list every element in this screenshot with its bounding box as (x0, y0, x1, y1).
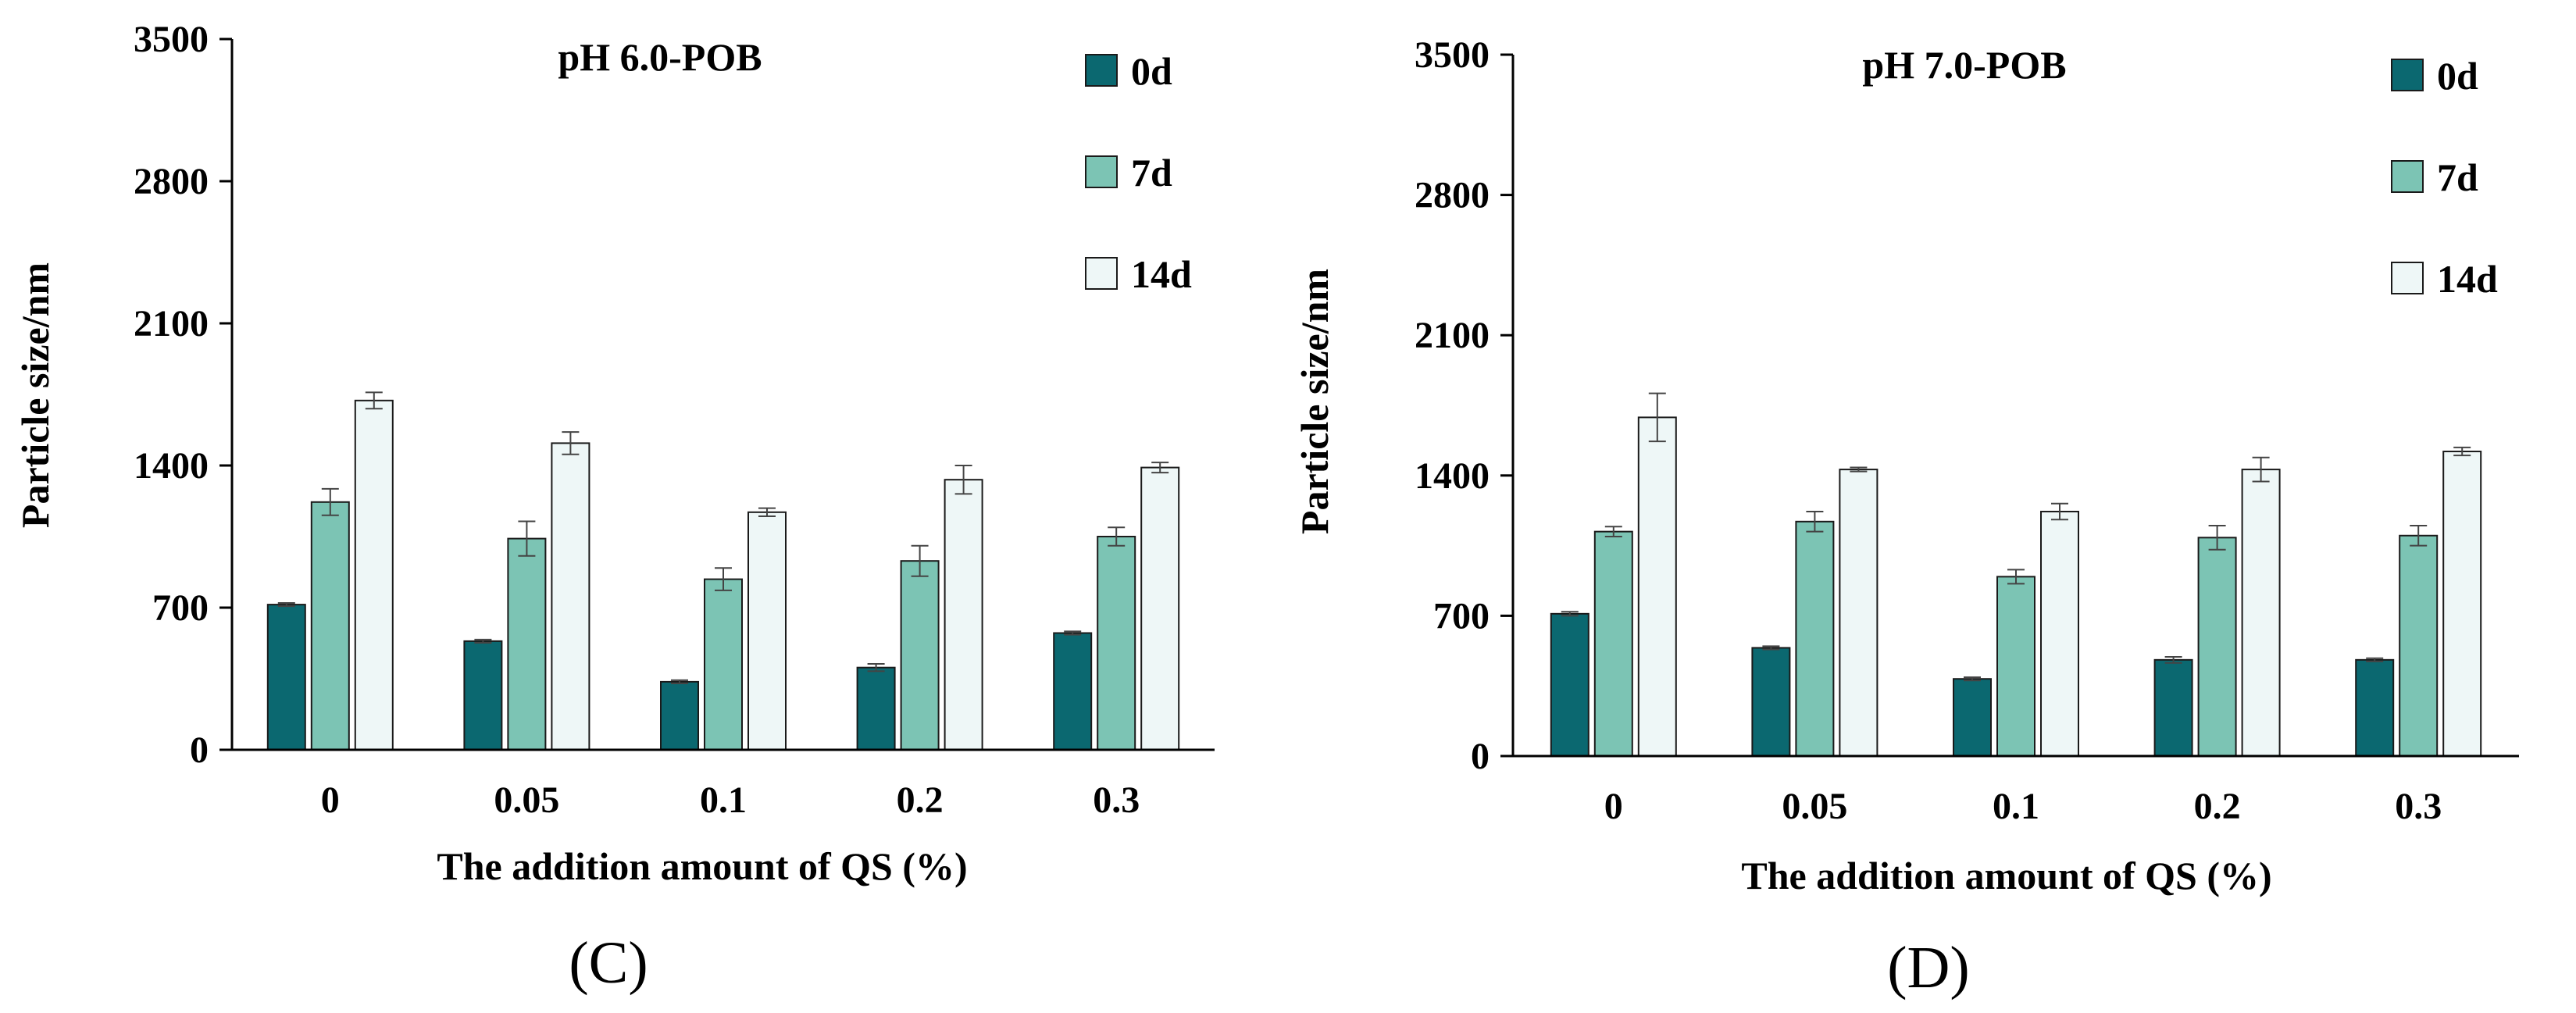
y-tick-label: 3500 (1415, 34, 1490, 76)
legend: 0d 7d 14d (1085, 49, 1192, 296)
y-tick-label: 2800 (1415, 175, 1490, 216)
bar-7d-0.1 (1996, 576, 2035, 758)
bar-0d-0.3 (1053, 632, 1093, 751)
bar-14d-0.05 (551, 442, 590, 751)
bar-14d-0.1 (747, 511, 787, 751)
legend-label-0d: 0d (2437, 54, 2478, 98)
bar-7d-0.3 (1097, 536, 1136, 751)
y-tick-label: 700 (1433, 595, 1490, 637)
bar-0d-0.2 (2153, 658, 2193, 757)
bar-14d-0.2 (944, 479, 983, 751)
x-axis-title: The addition amount of QS (%) (437, 844, 967, 888)
axes (1500, 53, 2519, 758)
bar-0d-0.3 (2355, 658, 2395, 757)
x-tick-label: 0 (321, 779, 340, 821)
bar-14d-0 (354, 399, 394, 751)
bar-7d-0.1 (704, 578, 743, 751)
y-axis-title: Particle size/nm (1293, 269, 1336, 534)
y-tick-label: 1400 (1415, 455, 1490, 497)
legend-swatch-14d (2391, 262, 2424, 294)
legend-label-0d: 0d (1131, 49, 1172, 93)
bar-7d-0 (310, 501, 350, 751)
x-tick-label: 0.05 (494, 779, 559, 821)
y-tick-label: 0 (1471, 736, 1490, 777)
bars (266, 391, 1180, 751)
bar-0d-0 (266, 604, 306, 751)
y-tick-label: 2100 (134, 303, 209, 344)
legend-label-14d: 14d (1131, 252, 1192, 296)
x-tick-label: 0.3 (1093, 779, 1140, 821)
bar-7d-0.05 (1795, 520, 1835, 757)
x-tick-label: 0.1 (700, 779, 747, 821)
x-tick-label: 0.2 (2194, 786, 2241, 827)
bar-0d-0.2 (856, 666, 896, 751)
chart-title: pH 6.0-POB (558, 35, 762, 79)
axes (219, 37, 1215, 751)
legend: 0d 7d 14d (2391, 54, 2498, 301)
y-tick-labels: 0 700 1400 2100 2800 3500 (1415, 34, 1490, 777)
y-tick-labels: 0 700 1400 2100 2800 3500 (134, 19, 209, 771)
x-tick-label: 0.05 (1782, 786, 1847, 827)
bar-14d-0.3 (1140, 466, 1180, 751)
panel-label: (C) (569, 930, 648, 996)
bar-7d-0.2 (2197, 537, 2237, 758)
bar-14d-0.3 (2442, 451, 2482, 757)
legend-swatch-7d (2391, 160, 2424, 193)
legend-label-7d: 7d (2437, 155, 2478, 199)
y-tick-label: 1400 (134, 445, 209, 487)
legend-swatch-0d (1085, 54, 1118, 87)
chart-panel-c: pH 6.0-POB Particle size/nm The addition… (13, 19, 1215, 996)
bar-14d-0.05 (1839, 469, 1878, 757)
bar-0d-0.05 (463, 640, 503, 751)
legend-label-7d: 7d (1131, 151, 1172, 194)
legend-label-14d: 14d (2437, 257, 2498, 301)
y-axis-title: Particle size/nm (13, 262, 57, 528)
bar-7d-0 (1593, 530, 1633, 757)
x-tick-label: 0.1 (1993, 786, 2039, 827)
bar-7d-0.05 (507, 537, 547, 751)
bars (1550, 392, 2482, 758)
y-tick-label: 3500 (134, 19, 209, 60)
bar-0d-0.05 (1751, 647, 1791, 757)
y-tick-label: 2100 (1415, 315, 1490, 356)
panel-label: (D) (1887, 935, 1970, 1001)
bar-14d-0.1 (2040, 510, 2079, 757)
y-tick-label: 0 (190, 729, 209, 771)
chart-title: pH 7.0-POB (1862, 43, 2066, 87)
bar-14d-0.2 (2241, 469, 2281, 757)
legend-swatch-14d (1085, 257, 1118, 290)
x-tick-labels: 0 0.05 0.1 0.2 0.3 (321, 779, 1140, 821)
x-tick-labels: 0 0.05 0.1 0.2 0.3 (1604, 786, 2442, 827)
bar-14d-0 (1637, 416, 1677, 757)
legend-swatch-0d (2391, 59, 2424, 91)
bar-7d-0.3 (2399, 534, 2439, 757)
bar-7d-0.2 (900, 560, 940, 751)
legend-swatch-7d (1085, 155, 1118, 188)
bar-0d-0.1 (660, 680, 699, 751)
x-tick-label: 0 (1604, 786, 1623, 827)
bar-0d-0 (1550, 612, 1589, 757)
bar-0d-0.1 (1953, 678, 1992, 757)
x-axis-title: The addition amount of QS (%) (1741, 854, 2271, 897)
y-tick-label: 700 (152, 587, 209, 629)
x-tick-label: 0.3 (2395, 786, 2442, 827)
chart-panel-d: pH 7.0-POB Particle size/nm The addition… (1293, 34, 2519, 1001)
x-tick-label: 0.2 (897, 779, 944, 821)
y-tick-label: 2800 (134, 161, 209, 202)
